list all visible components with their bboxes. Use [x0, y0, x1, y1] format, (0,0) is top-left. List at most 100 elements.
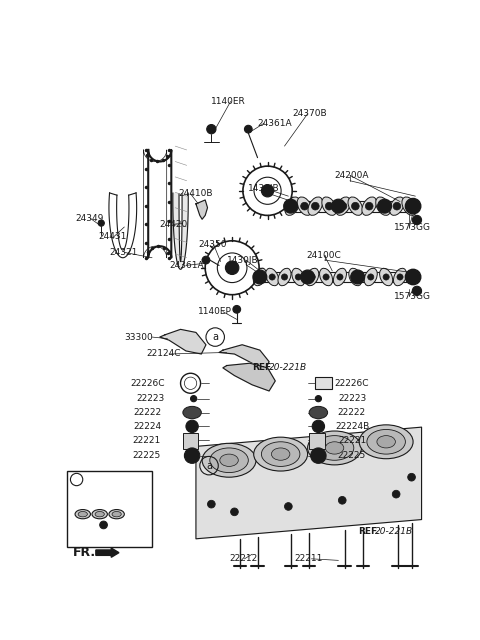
- Circle shape: [288, 202, 296, 210]
- Text: REF.: REF.: [358, 527, 379, 536]
- Circle shape: [312, 202, 319, 210]
- Text: 33300: 33300: [124, 333, 153, 342]
- Ellipse shape: [254, 437, 308, 471]
- Ellipse shape: [377, 436, 396, 448]
- Circle shape: [323, 274, 329, 280]
- Polygon shape: [173, 193, 188, 269]
- Text: 22223: 22223: [338, 394, 367, 403]
- Text: 22221: 22221: [338, 436, 367, 445]
- Text: 24361A: 24361A: [258, 118, 292, 127]
- Text: 22222: 22222: [133, 408, 162, 417]
- Text: 1573GG: 1573GG: [394, 223, 431, 232]
- Text: a: a: [206, 461, 212, 470]
- Circle shape: [378, 199, 392, 213]
- Text: 22221: 22221: [132, 436, 160, 445]
- Ellipse shape: [253, 268, 266, 285]
- Circle shape: [300, 202, 308, 210]
- Ellipse shape: [308, 431, 361, 465]
- Text: FR.: FR.: [73, 546, 96, 559]
- Text: 1430JB: 1430JB: [227, 255, 258, 264]
- Circle shape: [186, 420, 198, 433]
- Circle shape: [295, 274, 301, 280]
- Ellipse shape: [306, 268, 319, 285]
- Text: 24431: 24431: [98, 232, 127, 241]
- Ellipse shape: [309, 406, 328, 419]
- Ellipse shape: [271, 448, 290, 460]
- Ellipse shape: [265, 268, 279, 285]
- Circle shape: [311, 448, 326, 463]
- Text: 1573GG: 1573GG: [394, 292, 431, 301]
- Ellipse shape: [112, 511, 121, 517]
- Text: a: a: [212, 332, 218, 342]
- Text: 24100C: 24100C: [306, 251, 341, 260]
- Text: 24420: 24420: [160, 220, 188, 229]
- Circle shape: [284, 199, 298, 213]
- Text: 22225: 22225: [132, 451, 160, 460]
- Circle shape: [226, 261, 239, 275]
- Circle shape: [189, 423, 195, 429]
- Circle shape: [412, 216, 421, 225]
- Circle shape: [98, 220, 104, 226]
- Ellipse shape: [362, 197, 376, 215]
- Text: 22224: 22224: [133, 422, 162, 431]
- Ellipse shape: [390, 197, 404, 215]
- Polygon shape: [160, 330, 206, 354]
- FancyArrow shape: [96, 548, 119, 557]
- Circle shape: [392, 490, 400, 498]
- Ellipse shape: [325, 442, 344, 454]
- Circle shape: [233, 305, 240, 313]
- Text: 24200A: 24200A: [335, 171, 369, 180]
- Polygon shape: [196, 427, 421, 539]
- Circle shape: [379, 202, 387, 210]
- Text: 24355: 24355: [100, 511, 128, 520]
- Ellipse shape: [95, 511, 104, 517]
- Circle shape: [393, 202, 401, 210]
- Text: 22222: 22222: [337, 408, 365, 417]
- Ellipse shape: [202, 444, 256, 477]
- Ellipse shape: [285, 197, 300, 215]
- Text: 22212: 22212: [229, 554, 257, 563]
- Circle shape: [300, 270, 314, 284]
- Circle shape: [365, 202, 373, 210]
- Text: 24321: 24321: [109, 248, 137, 257]
- Circle shape: [315, 423, 322, 429]
- Text: 22226C: 22226C: [335, 379, 369, 388]
- Ellipse shape: [336, 197, 350, 215]
- Ellipse shape: [380, 268, 393, 285]
- Text: 21516A: 21516A: [78, 496, 113, 505]
- Ellipse shape: [262, 442, 300, 467]
- Bar: [67, 471, 152, 547]
- Circle shape: [191, 396, 197, 402]
- Polygon shape: [219, 345, 269, 369]
- Ellipse shape: [402, 197, 417, 215]
- Ellipse shape: [349, 268, 362, 285]
- Text: 1430JB: 1430JB: [248, 184, 279, 193]
- Circle shape: [368, 274, 374, 280]
- Circle shape: [406, 269, 421, 285]
- Circle shape: [383, 274, 389, 280]
- Circle shape: [352, 274, 359, 280]
- Ellipse shape: [320, 268, 333, 285]
- Circle shape: [406, 202, 413, 210]
- Circle shape: [184, 448, 200, 463]
- Text: 24349: 24349: [75, 214, 103, 223]
- Circle shape: [309, 274, 315, 280]
- Circle shape: [412, 286, 421, 296]
- Text: a: a: [74, 475, 79, 484]
- Circle shape: [207, 125, 216, 134]
- Circle shape: [337, 274, 343, 280]
- Circle shape: [351, 270, 365, 284]
- Text: 22224B: 22224B: [336, 422, 370, 431]
- Ellipse shape: [210, 448, 248, 472]
- Ellipse shape: [75, 509, 90, 519]
- Ellipse shape: [308, 197, 323, 215]
- Bar: [183, 433, 198, 449]
- Ellipse shape: [278, 268, 291, 285]
- Circle shape: [100, 521, 108, 529]
- Text: 20-221B: 20-221B: [269, 364, 307, 372]
- Circle shape: [257, 274, 263, 280]
- Text: REF.: REF.: [252, 364, 273, 372]
- Circle shape: [269, 274, 275, 280]
- Circle shape: [230, 508, 238, 516]
- Text: 22124C: 22124C: [146, 349, 180, 358]
